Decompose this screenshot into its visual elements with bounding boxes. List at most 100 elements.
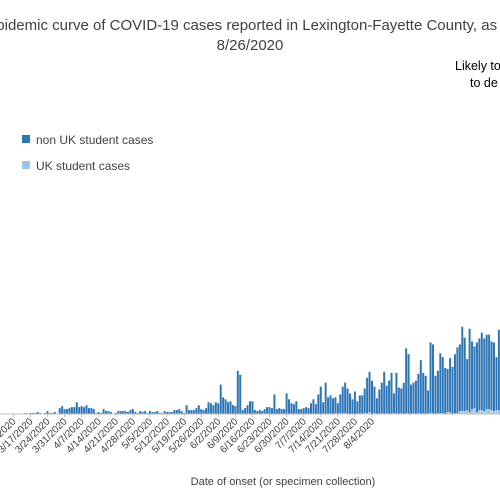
bar-non-uk-student (90, 408, 93, 414)
bar-non-uk-student (227, 402, 230, 414)
bar-non-uk-student (87, 408, 90, 414)
bar-non-uk-student (456, 347, 459, 414)
bar-non-uk-student (46, 411, 49, 414)
bar-uk-student (471, 409, 474, 414)
bar-non-uk-student (253, 410, 256, 414)
bar-non-uk-student (312, 399, 315, 414)
bar-non-uk-student (488, 334, 491, 410)
chart-title-line-2: 8/26/2020 (217, 37, 284, 54)
bar-non-uk-student (263, 409, 266, 414)
bar-non-uk-student (427, 390, 430, 414)
bar-non-uk-student (119, 411, 122, 414)
bar-uk-student (458, 411, 461, 414)
bar-non-uk-student (190, 410, 193, 414)
bar-uk-student (495, 410, 498, 414)
bar-non-uk-student (295, 401, 298, 414)
bar-non-uk-student (173, 410, 176, 414)
bar-non-uk-student (117, 411, 120, 414)
bar-non-uk-student (417, 373, 420, 414)
bar-non-uk-student (419, 360, 422, 414)
bar-non-uk-student (70, 407, 73, 414)
bar-non-uk-student (107, 411, 110, 414)
bar-non-uk-student (185, 405, 188, 414)
bar-non-uk-student (141, 412, 144, 414)
bar-non-uk-student (170, 412, 173, 414)
bar-non-uk-student (383, 371, 386, 414)
bar-non-uk-student (493, 342, 495, 412)
bar-non-uk-student (497, 329, 500, 411)
bar-uk-student (485, 409, 488, 414)
bar-non-uk-student (192, 410, 195, 414)
bar-non-uk-student (109, 412, 112, 414)
bar-non-uk-student (429, 342, 432, 414)
bar-non-uk-student (131, 409, 134, 414)
bar-non-uk-student (432, 344, 434, 414)
bar-uk-student (480, 410, 483, 414)
bar-non-uk-student (222, 397, 225, 414)
bar-non-uk-student (85, 405, 88, 414)
bar-non-uk-student (280, 409, 283, 414)
bar-non-uk-student (268, 407, 271, 414)
bar-non-uk-student (422, 372, 425, 414)
legend-swatch-non-uk (22, 135, 30, 143)
annotation-line-1: Likely to (455, 59, 500, 73)
bar-uk-student (488, 409, 491, 414)
bar-non-uk-student (197, 405, 200, 414)
bar-non-uk-student (127, 412, 129, 414)
bar-non-uk-student (207, 402, 210, 414)
bar-non-uk-student (102, 409, 105, 414)
bar-non-uk-student (283, 409, 286, 414)
bar-non-uk-student (441, 357, 444, 414)
bar-non-uk-student (129, 410, 132, 414)
bar-non-uk-student (397, 387, 400, 414)
bar-non-uk-student (36, 412, 39, 414)
bar-non-uk-student (97, 412, 100, 414)
bar-non-uk-student (134, 412, 137, 414)
bar-non-uk-student (288, 399, 291, 414)
bar-non-uk-student (490, 341, 493, 411)
chart-title-line-1: Epidemic curve of COVID-19 cases reporte… (0, 17, 500, 34)
bar-non-uk-student (339, 394, 342, 414)
bar-non-uk-student (353, 391, 356, 414)
bar-non-uk-student (349, 393, 352, 414)
bar-non-uk-student (336, 403, 339, 414)
bar-non-uk-student (270, 408, 273, 414)
bar-non-uk-student (388, 380, 391, 414)
bar-uk-student (490, 410, 493, 414)
bar-non-uk-student (412, 382, 415, 414)
bar-non-uk-student (373, 386, 376, 414)
bar-non-uk-student (66, 409, 68, 414)
bar-non-uk-student (234, 406, 237, 414)
bar-non-uk-student (461, 326, 464, 412)
bar-non-uk-student (458, 344, 461, 412)
bar-non-uk-student (317, 394, 320, 414)
bar-non-uk-student (180, 411, 183, 414)
bar-non-uk-student (475, 342, 478, 413)
bar-non-uk-student (61, 406, 64, 414)
bar-non-uk-student (468, 328, 471, 413)
bar-uk-student (468, 412, 471, 414)
bar-non-uk-student (407, 354, 410, 414)
bar-uk-student (466, 410, 469, 414)
bar-non-uk-student (380, 382, 383, 414)
bar-non-uk-student (290, 403, 293, 414)
bar-non-uk-student (214, 402, 217, 414)
bar-non-uk-student (285, 393, 288, 414)
bar-non-uk-student (209, 403, 212, 414)
bar-non-uk-student (402, 382, 405, 414)
bar-non-uk-student (341, 386, 344, 414)
bar-non-uk-student (236, 370, 239, 414)
bar-non-uk-student (153, 412, 156, 414)
bar-non-uk-student (414, 380, 417, 414)
bar-non-uk-student (239, 374, 242, 414)
bar-uk-student (497, 410, 500, 414)
annotation-line-2: to de (470, 76, 498, 90)
bar-non-uk-student (314, 404, 317, 414)
bar-non-uk-student (324, 382, 327, 414)
bar-non-uk-student (83, 407, 86, 414)
bar-non-uk-student (392, 393, 395, 414)
bar-non-uk-student (202, 410, 205, 414)
bar-non-uk-student (278, 408, 281, 414)
bar-non-uk-student (273, 394, 276, 414)
bar-non-uk-student (358, 395, 361, 414)
